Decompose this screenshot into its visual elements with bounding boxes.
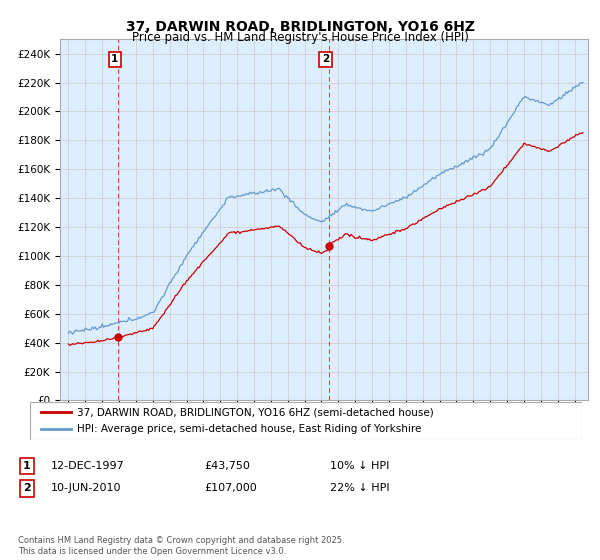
Text: 10-JUN-2010: 10-JUN-2010 <box>51 483 121 493</box>
Text: 1: 1 <box>111 54 118 64</box>
Text: HPI: Average price, semi-detached house, East Riding of Yorkshire: HPI: Average price, semi-detached house,… <box>77 424 421 434</box>
Text: £107,000: £107,000 <box>204 483 257 493</box>
FancyBboxPatch shape <box>30 402 582 440</box>
Text: 10% ↓ HPI: 10% ↓ HPI <box>330 461 389 471</box>
Text: 1: 1 <box>23 461 31 471</box>
Text: £43,750: £43,750 <box>204 461 250 471</box>
Text: 12-DEC-1997: 12-DEC-1997 <box>51 461 125 471</box>
Text: Price paid vs. HM Land Registry's House Price Index (HPI): Price paid vs. HM Land Registry's House … <box>131 31 469 44</box>
Text: 22% ↓ HPI: 22% ↓ HPI <box>330 483 389 493</box>
Text: Contains HM Land Registry data © Crown copyright and database right 2025.
This d: Contains HM Land Registry data © Crown c… <box>18 536 344 556</box>
Text: 2: 2 <box>322 54 329 64</box>
Text: 37, DARWIN ROAD, BRIDLINGTON, YO16 6HZ: 37, DARWIN ROAD, BRIDLINGTON, YO16 6HZ <box>125 20 475 34</box>
Text: 2: 2 <box>23 483 31 493</box>
Text: 37, DARWIN ROAD, BRIDLINGTON, YO16 6HZ (semi-detached house): 37, DARWIN ROAD, BRIDLINGTON, YO16 6HZ (… <box>77 407 434 417</box>
